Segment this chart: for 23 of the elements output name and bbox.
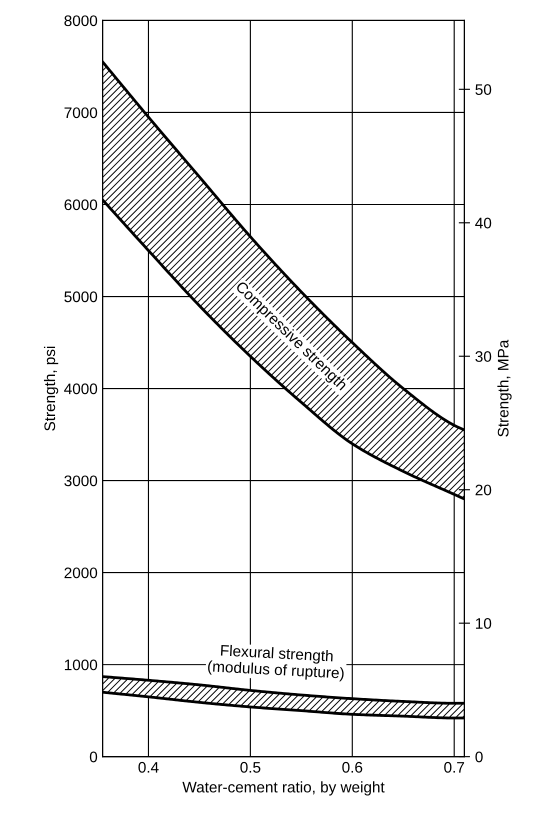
x-tick-label: 0.6 [342, 762, 362, 773]
y-axis-title: Strength, psi [44, 346, 58, 431]
y-tick-label: 7000 [64, 107, 98, 118]
y2-tick-label: 40 [475, 218, 492, 228]
y2-tick-label: 30 [475, 351, 492, 362]
y-tick-label: 5000 [64, 291, 98, 302]
y2-tick-label: 20 [476, 484, 492, 496]
x-tick-label: 0.5 [240, 762, 260, 773]
x-tick-label: 0.4 [138, 762, 159, 773]
y-tick-label: 8000 [64, 15, 98, 26]
series-label: Flexural strength (modulus of rupture) [208, 644, 344, 682]
y-tick-label: 3000 [64, 475, 98, 486]
y-tick-label: 4000 [64, 383, 98, 394]
y2-tick-label: 0 [475, 752, 483, 762]
y-tick-label: 2000 [64, 567, 98, 578]
y2-axis-title: Strength, MPa [497, 340, 512, 437]
y2-tick-label: 50 [475, 84, 492, 96]
x-tick-label: 0.7 [444, 762, 464, 773]
y2-tick-label: 10 [476, 618, 492, 629]
x-axis-title: Water-cement ratio, by weight [182, 781, 385, 796]
y-tick-label: 6000 [64, 199, 98, 210]
y-tick-label: 1000 [64, 659, 98, 670]
y-tick-label: 0 [90, 752, 98, 762]
